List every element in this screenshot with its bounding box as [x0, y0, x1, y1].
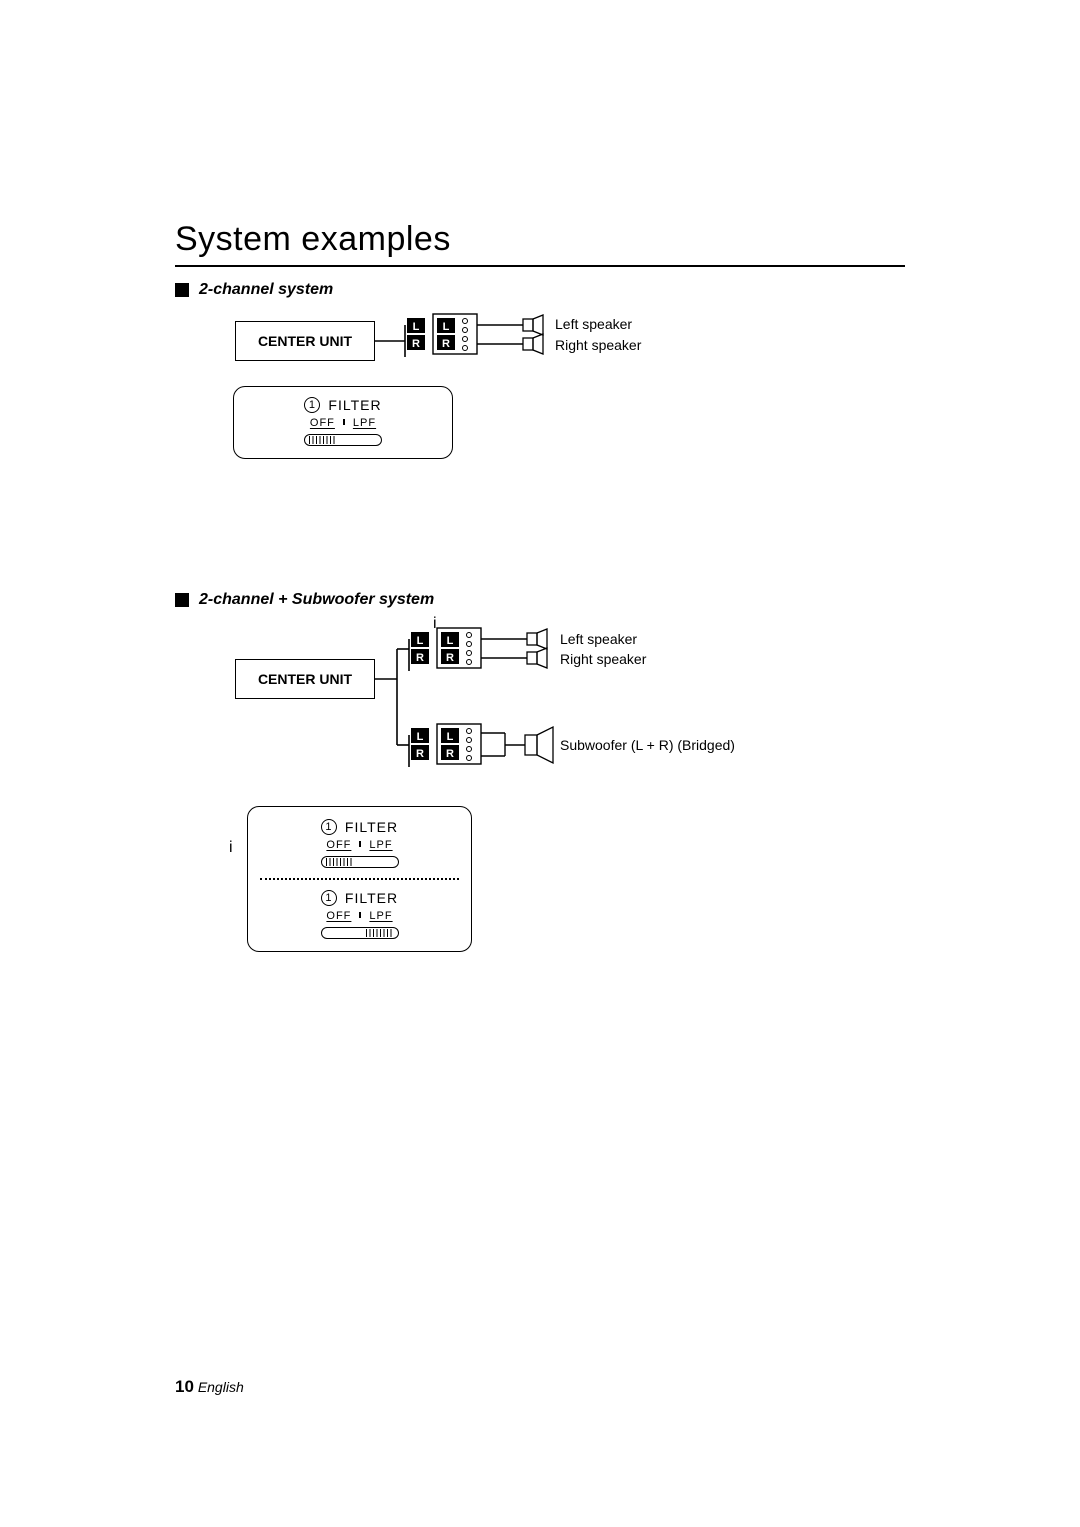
filter-slider-top — [321, 856, 399, 868]
center-unit-label: CENTER UNIT — [258, 333, 352, 349]
page-title: System examples — [175, 220, 905, 261]
center-unit-label-2: CENTER UNIT — [258, 671, 352, 687]
filter-off-lpf-bot: OFF LPF — [326, 910, 392, 922]
svg-text:L: L — [447, 731, 454, 743]
svg-text:R: R — [412, 338, 420, 350]
diagram-2ch: CENTER UNIT L R L R — [215, 311, 905, 541]
title-rule — [175, 265, 905, 267]
section2-heading-text: 2-channel + Subwoofer system — [199, 591, 434, 609]
filter-number-icon: 1 — [304, 397, 320, 413]
svg-text:R: R — [446, 652, 454, 664]
filter-label-top: FILTER — [345, 819, 398, 835]
section1-heading-text: 2-channel system — [199, 281, 333, 299]
svg-text:L: L — [443, 321, 450, 333]
dotted-divider — [260, 878, 459, 880]
bullet-icon — [175, 283, 189, 297]
diagram-2ch-sub: i CENTER UNIT L R L R — [215, 621, 905, 1041]
filter-box-2: 1 FILTER OFF LPF 1 FILTER OFF — [247, 806, 472, 952]
left-speaker-label: Left speaker — [555, 316, 632, 332]
subwoofer-label: Subwoofer (L + R) (Bridged) — [560, 737, 735, 753]
svg-text:L: L — [447, 635, 454, 647]
svg-text:R: R — [442, 338, 450, 350]
filter-label: FILTER — [328, 397, 381, 413]
page-footer: 10 English — [175, 1377, 244, 1397]
svg-text:R: R — [446, 748, 454, 760]
marker-i-side: i — [229, 839, 233, 857]
filter-off-lpf-top: OFF LPF — [326, 839, 392, 851]
right-speaker-label-2: Right speaker — [560, 651, 646, 667]
filter-number-icon: 1 — [321, 890, 337, 906]
svg-text:L: L — [417, 731, 424, 743]
page-number: 10 — [175, 1377, 194, 1396]
center-unit-box-2: CENTER UNIT — [235, 659, 375, 699]
left-speaker-label-2: Left speaker — [560, 631, 637, 647]
right-speaker-label: Right speaker — [555, 337, 641, 353]
bullet-icon — [175, 593, 189, 607]
filter-off-lpf: OFF LPF — [310, 417, 376, 429]
svg-text:R: R — [416, 652, 424, 664]
section1-heading: 2-channel system — [175, 281, 905, 299]
filter-slider-bot — [321, 927, 399, 939]
filter-slider — [304, 434, 382, 446]
svg-text:L: L — [417, 635, 424, 647]
filter-box-1: 1 FILTER OFF LPF — [233, 386, 453, 459]
page-language: English — [198, 1379, 244, 1395]
filter-label-bot: FILTER — [345, 890, 398, 906]
center-unit-box: CENTER UNIT — [235, 321, 375, 361]
section2-heading: 2-channel + Subwoofer system — [175, 591, 905, 609]
svg-text:L: L — [413, 321, 420, 333]
svg-text:R: R — [416, 748, 424, 760]
filter-number-icon: 1 — [321, 819, 337, 835]
